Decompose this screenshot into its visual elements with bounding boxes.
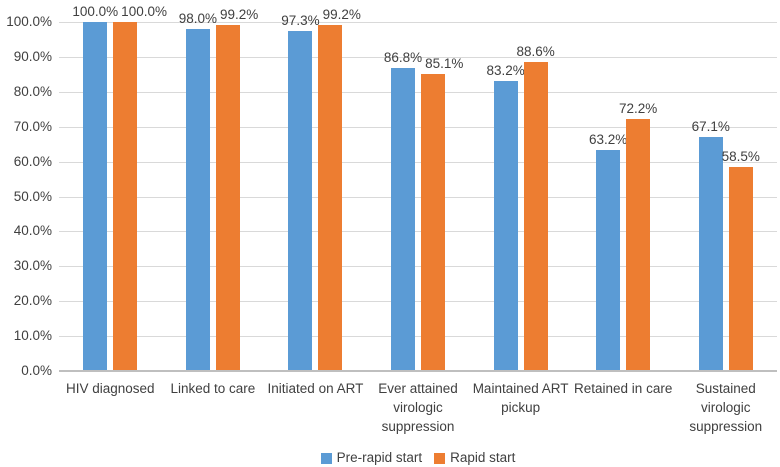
x-axis-tick-label: Retained in care bbox=[574, 381, 673, 396]
bar-groups: 100.0% 100.0% 98.0% 99.2% 97.3% 99.2% 86.8% 85.… bbox=[59, 4, 777, 371]
gridline bbox=[59, 22, 777, 23]
bar-rapid-start: 99.2% bbox=[318, 7, 361, 371]
y-axis-tick-label: 60.0% bbox=[13, 153, 52, 169]
bar-value-label: 100.0% bbox=[121, 4, 167, 19]
bar-rapid-start: 99.2% bbox=[215, 7, 258, 371]
bar-value-label: 83.2% bbox=[486, 62, 525, 78]
gridline bbox=[59, 266, 777, 268]
legend-swatch-rapid-start bbox=[434, 452, 446, 464]
bar-group-maintained-art-pickup: 83.2% 88.6% bbox=[469, 22, 572, 371]
x-axis-tick-label: Maintained ART pickup bbox=[472, 381, 569, 415]
bar-pre-rapid-start: 63.2% bbox=[589, 132, 627, 371]
y-axis-tick-label: 90.0% bbox=[13, 48, 52, 64]
legend: Pre-rapid start Rapid start bbox=[59, 450, 777, 466]
bar-rapid-start: 58.5% bbox=[722, 149, 760, 371]
legend-item-rapid-start: Rapid start bbox=[434, 450, 515, 466]
legend-item-pre-rapid-start: Pre-rapid start bbox=[320, 450, 423, 466]
bar-rapid-start: 88.6% bbox=[516, 44, 555, 371]
bar-rapid-start: 85.1% bbox=[421, 56, 463, 371]
gridline bbox=[59, 336, 777, 338]
gridline bbox=[59, 301, 777, 303]
y-axis-tick-label: 20.0% bbox=[13, 293, 52, 309]
bar-value-label: 72.2% bbox=[619, 101, 658, 117]
bar-value-label: 88.6% bbox=[516, 43, 555, 59]
x-axis-line bbox=[59, 370, 777, 372]
gridline bbox=[59, 231, 777, 233]
y-axis-tick-label: 70.0% bbox=[13, 118, 52, 134]
bar-group-sustained-virologic-suppression: 67.1% 58.5% bbox=[674, 22, 777, 371]
bar-value-label: 63.2% bbox=[589, 132, 628, 148]
gridline bbox=[59, 56, 777, 58]
x-axis-tick-label: Sustained virologic suppression bbox=[689, 381, 763, 434]
bar-pre-rapid-start: 83.2% bbox=[486, 63, 525, 371]
bar-pre-rapid-start: 67.1% bbox=[692, 119, 730, 371]
legend-label: Rapid start bbox=[450, 450, 516, 465]
gridline bbox=[59, 91, 777, 93]
x-axis-tick-label: Initiated on ART bbox=[267, 381, 364, 396]
bar-value-label: 58.5% bbox=[721, 148, 760, 164]
y-axis-tick-label: 0.0% bbox=[21, 363, 52, 378]
legend-label: Pre-rapid start bbox=[336, 450, 423, 465]
bar-rapid-start: 100.0% bbox=[113, 4, 167, 371]
y-axis-tick-label: 100.0% bbox=[6, 14, 52, 29]
x-axis-labels: HIV diagnosed Linked to care Initiated on … bbox=[59, 379, 777, 436]
bar-value-label: 100.0% bbox=[72, 4, 119, 19]
x-axis-tick-label: Linked to care bbox=[170, 381, 256, 396]
bar-value-label: 99.2% bbox=[322, 6, 361, 22]
bar-pre-rapid-start: 100.0% bbox=[72, 4, 118, 371]
y-axis-tick-label: 80.0% bbox=[13, 83, 52, 99]
y-axis-tick-label: 30.0% bbox=[13, 258, 52, 274]
y-axis-tick-label: 10.0% bbox=[13, 328, 52, 344]
bar-value-label: 67.1% bbox=[691, 118, 730, 134]
bar-group-retained-in-care: 63.2% 72.2% bbox=[572, 22, 675, 371]
bar-group-ever-attained-virologic-suppression: 86.8% 85.1% bbox=[367, 22, 470, 371]
bar-value-label: 85.1% bbox=[425, 56, 464, 72]
bar-rapid-start: 72.2% bbox=[619, 101, 657, 371]
bar-group-initiated-on-art: 97.3% 99.2% bbox=[264, 7, 367, 371]
bar-value-label: 97.3% bbox=[281, 13, 320, 29]
bar-value-label: 99.2% bbox=[220, 6, 259, 22]
x-axis-tick-label: HIV diagnosed bbox=[66, 381, 155, 396]
bar-group-linked-to-care: 98.0% 99.2% bbox=[162, 7, 265, 371]
bar-value-label: 86.8% bbox=[383, 50, 423, 66]
gridline bbox=[59, 126, 777, 128]
y-axis-labels: 100.0% 90.0% 80.0% 70.0% 60.0% 50.0% 40.0% 30.0… bbox=[0, 0, 52, 467]
gridline bbox=[59, 196, 777, 198]
bar-pre-rapid-start: 98.0% bbox=[179, 11, 217, 371]
plot-area: 100.0% 100.0% 98.0% 99.2% 97.3% 99.2% 86.8% 85.… bbox=[59, 4, 777, 372]
gridline bbox=[59, 161, 777, 163]
y-axis-tick-label: 40.0% bbox=[13, 223, 52, 239]
bar-pre-rapid-start: 86.8% bbox=[384, 50, 422, 371]
x-axis-tick-label: Ever attained virologic suppression bbox=[378, 381, 458, 434]
bar-pre-rapid-start: 97.3% bbox=[281, 13, 320, 371]
bar-value-label: 98.0% bbox=[178, 10, 217, 26]
bar-group-hiv-diagnosed: 100.0% 100.0% bbox=[59, 4, 167, 371]
legend-swatch-pre-rapid-start bbox=[320, 452, 332, 464]
y-axis-tick-label: 50.0% bbox=[13, 188, 52, 204]
